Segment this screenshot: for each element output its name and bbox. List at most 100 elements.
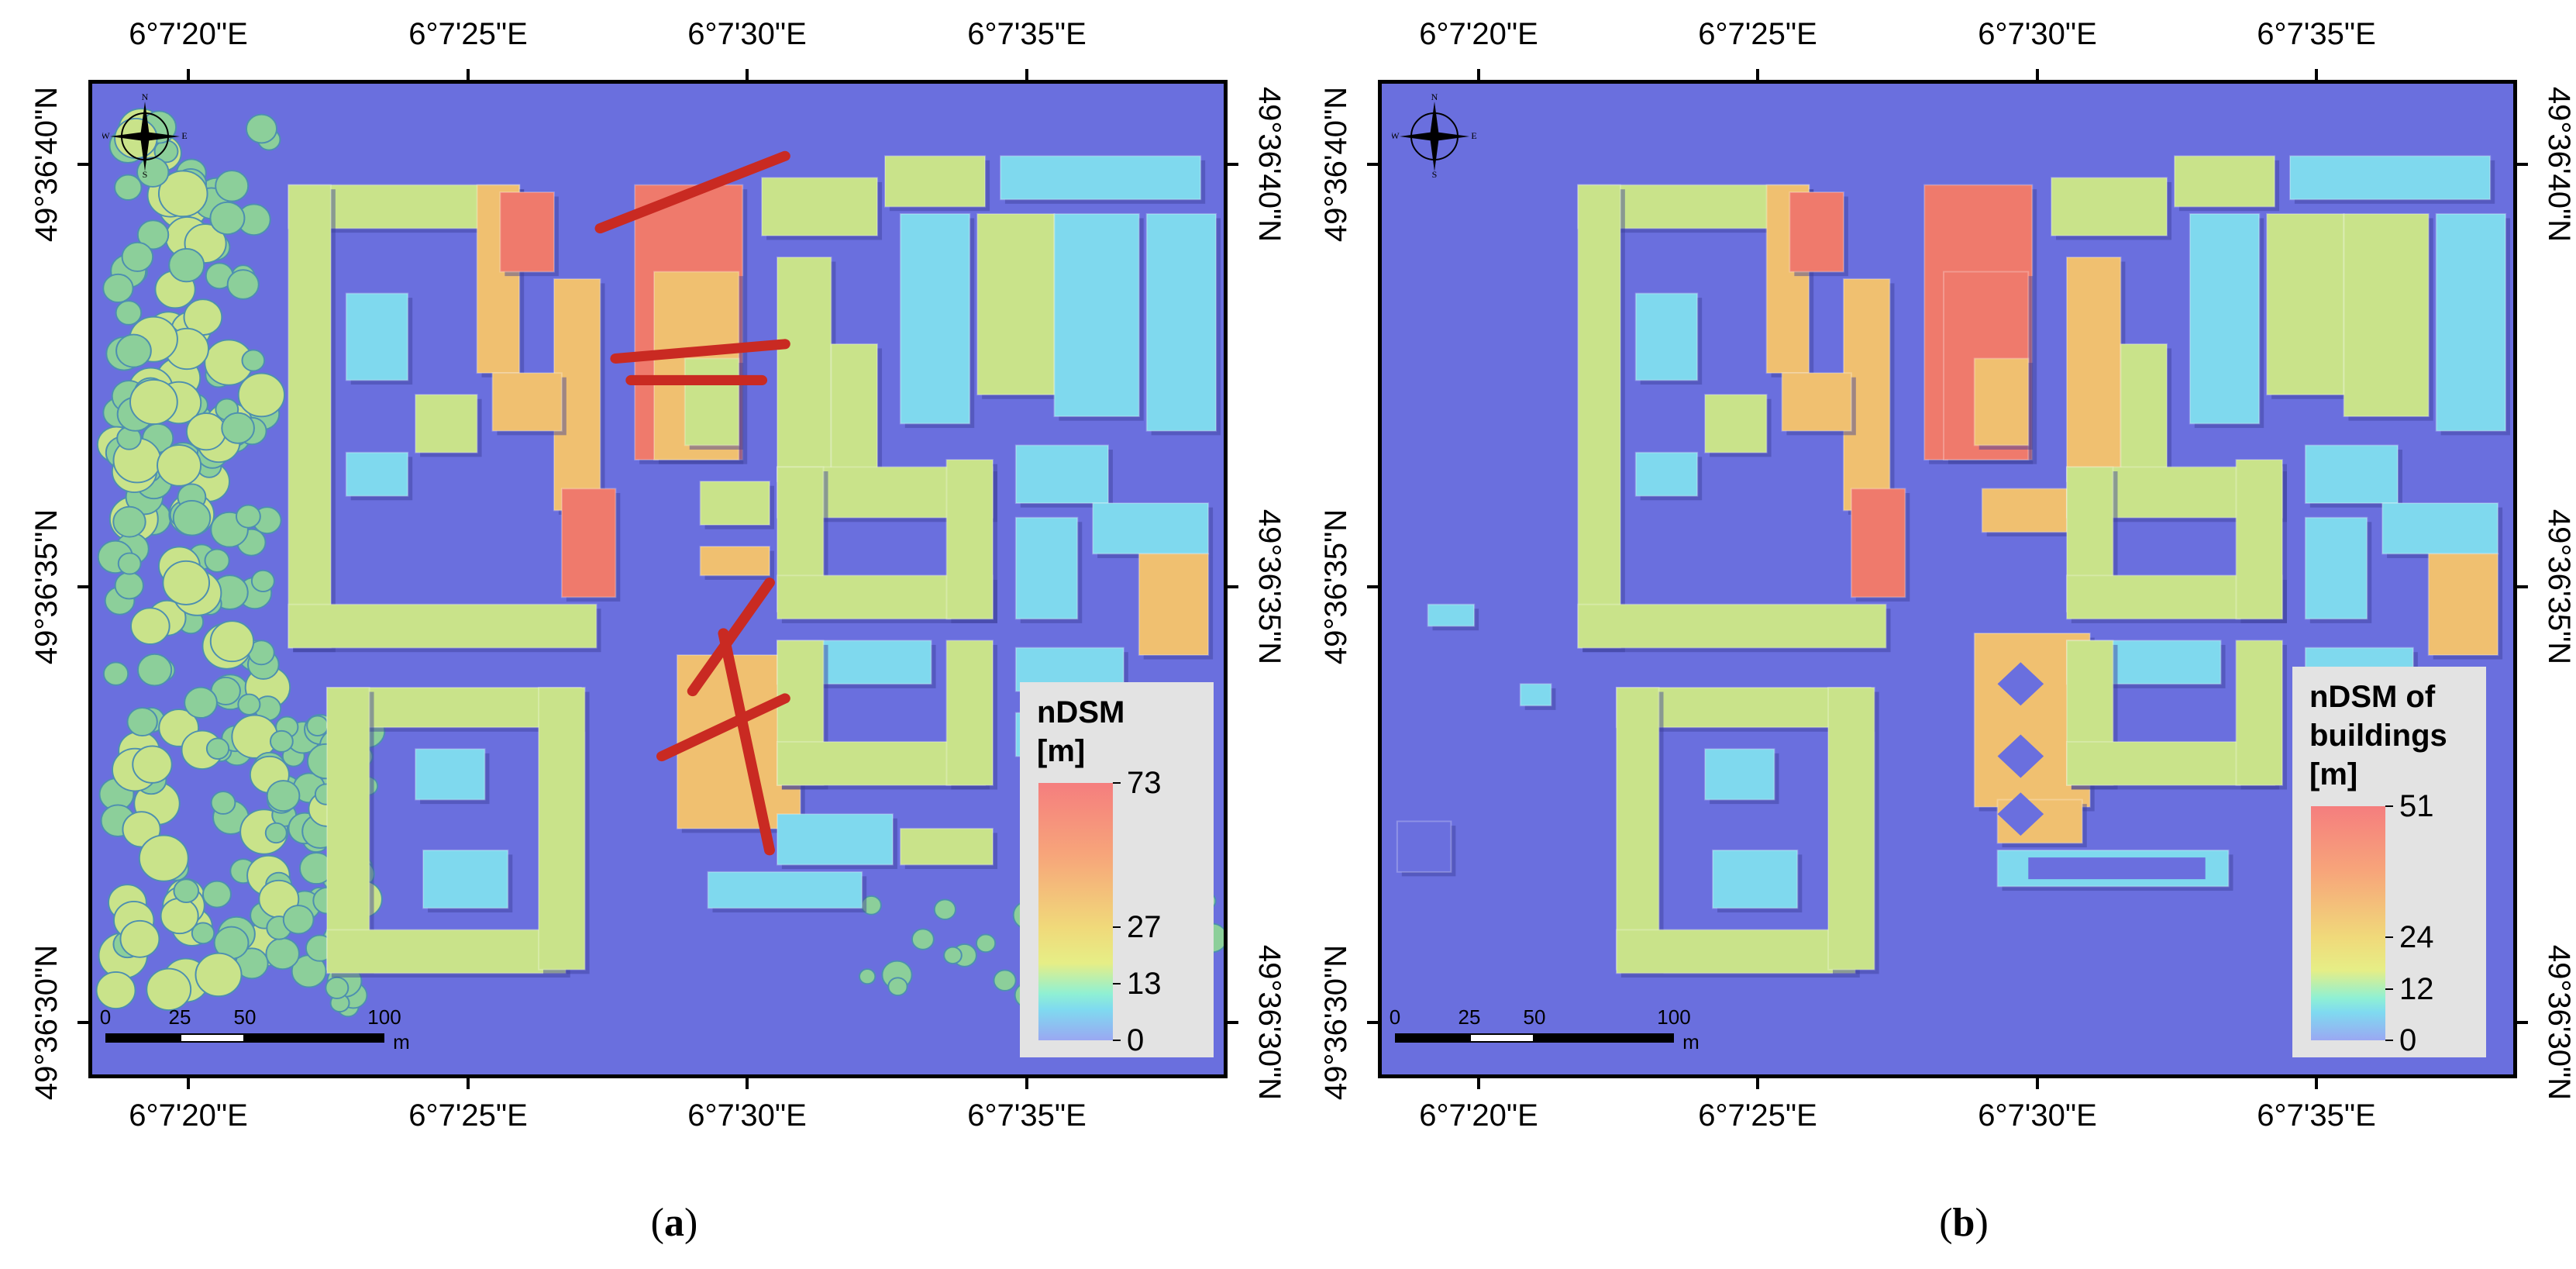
- tree-canopy: [95, 971, 136, 1009]
- tree-canopy: [231, 714, 279, 759]
- legend-tick-mark: [1113, 926, 1121, 928]
- building: [1850, 488, 1906, 598]
- tree-canopy: [933, 898, 957, 920]
- building: [1092, 502, 1210, 555]
- tree-canopy: [209, 620, 255, 663]
- top-tick-mark: [746, 69, 749, 80]
- legend-title-line: [m]: [2309, 757, 2358, 791]
- tree-canopy: [130, 607, 170, 645]
- tree-canopy: [282, 905, 315, 935]
- tree-canopy: [173, 878, 200, 903]
- top-tick-mark: [1477, 69, 1480, 80]
- top-tick-label: 6°7'25"E: [1698, 17, 1817, 51]
- building: [1827, 686, 1875, 971]
- building: [699, 546, 771, 577]
- building: [1634, 451, 1699, 497]
- north-arrow-icon: N S E W: [102, 94, 188, 179]
- tree-canopy: [887, 977, 908, 997]
- top-tick-label: 6°7'30"E: [1978, 17, 2097, 51]
- tree-canopy: [117, 552, 142, 575]
- right-tick-mark: [2517, 585, 2528, 588]
- building: [1981, 488, 2068, 533]
- building: [1053, 212, 1140, 418]
- building: [499, 191, 555, 273]
- top-tick-label: 6°7'35"E: [2257, 17, 2376, 51]
- building: [1396, 820, 1452, 873]
- bottom-tick-mark: [1756, 1078, 1759, 1089]
- compass-letter-s: S: [1432, 169, 1438, 179]
- tree-canopy: [191, 922, 215, 945]
- scale-bar-label: 100: [367, 1005, 401, 1029]
- building: [491, 372, 563, 432]
- building: [776, 813, 894, 866]
- compass-letter-n: N: [1431, 94, 1438, 102]
- compass-letter-e: E: [1471, 130, 1476, 141]
- scale-bar-unit: m: [393, 1030, 410, 1053]
- tree-canopy: [201, 880, 232, 909]
- right-tick-mark: [1228, 163, 1238, 166]
- left-tick-label: 49°36'35"N: [1319, 509, 1353, 665]
- left-tick-label: 49°36'35"N: [29, 509, 64, 665]
- tree-canopy: [102, 661, 129, 686]
- building: [1145, 212, 1217, 432]
- right-tick-label: 49°36'40"N: [2542, 86, 2576, 243]
- tree-canopy: [162, 560, 211, 605]
- compass-letter-s: S: [143, 169, 148, 179]
- tree-canopy: [943, 946, 963, 964]
- building: [776, 256, 832, 482]
- bottom-tick-label: 6°7'25"E: [1698, 1098, 1817, 1133]
- legend-value: 51: [2399, 789, 2434, 823]
- building: [2427, 553, 2499, 656]
- legend-color-ramp: [2311, 806, 2385, 1040]
- tree-canopy: [264, 822, 288, 844]
- building: [2381, 502, 2499, 555]
- building: [538, 686, 586, 971]
- building: [699, 481, 771, 526]
- bottom-tick-label: 6°7'35"E: [967, 1098, 1087, 1133]
- top-tick-label: 6°7'35"E: [967, 17, 1087, 51]
- left-tick-label: 49°36'40"N: [29, 86, 64, 243]
- tree-canopy: [146, 967, 192, 1011]
- tree-canopy: [184, 686, 218, 719]
- building: [1704, 394, 1768, 453]
- legend-value: 12: [2399, 971, 2434, 1006]
- building: [1615, 929, 1856, 974]
- right-tick-mark: [1228, 585, 1238, 588]
- left-tick-mark: [1367, 1021, 1378, 1024]
- bottom-tick-mark: [2315, 1078, 2318, 1089]
- building: [560, 488, 617, 598]
- legend-tick-mark: [2385, 805, 2393, 807]
- building: [2235, 459, 2284, 620]
- right-tick-label: 49°36'40"N: [1252, 86, 1286, 243]
- bottom-tick-mark: [1477, 1078, 1480, 1089]
- building: [884, 155, 987, 208]
- legend-tick-mark: [2385, 1040, 2393, 1041]
- building: [2304, 444, 2399, 504]
- left-tick-label: 49°36'30"N: [29, 944, 64, 1101]
- bottom-tick-label: 6°7'25"E: [408, 1098, 528, 1133]
- right-tick-mark: [2517, 1021, 2528, 1024]
- tree-canopy: [157, 170, 208, 218]
- bottom-tick-label: 6°7'20"E: [129, 1098, 248, 1133]
- caption-a: (a): [650, 1201, 698, 1245]
- tree-canopy: [119, 919, 160, 958]
- scale-bar-segment: [180, 1033, 245, 1043]
- building: [2174, 155, 2276, 208]
- tree-canopy: [209, 201, 246, 236]
- building: [1781, 372, 1852, 432]
- tree-canopy: [250, 569, 275, 593]
- right-tick-mark: [1228, 1021, 1238, 1024]
- left-tick-mark: [77, 1021, 88, 1024]
- top-tick-label: 6°7'25"E: [408, 17, 528, 51]
- building: [2304, 516, 2368, 620]
- bottom-tick-label: 6°7'20"E: [1419, 1098, 1538, 1133]
- legend-title-line: nDSM: [1037, 695, 1125, 729]
- bottom-tick-label: 6°7'30"E: [687, 1098, 807, 1133]
- tree-canopy: [136, 219, 170, 250]
- crane: [610, 339, 790, 364]
- right-tick-label: 49°36'30"N: [1252, 944, 1286, 1101]
- right-tick-label: 49°36'35"N: [2542, 509, 2576, 665]
- tree-canopy: [157, 444, 202, 487]
- tree-canopy: [215, 170, 250, 202]
- tree-canopy: [195, 952, 243, 998]
